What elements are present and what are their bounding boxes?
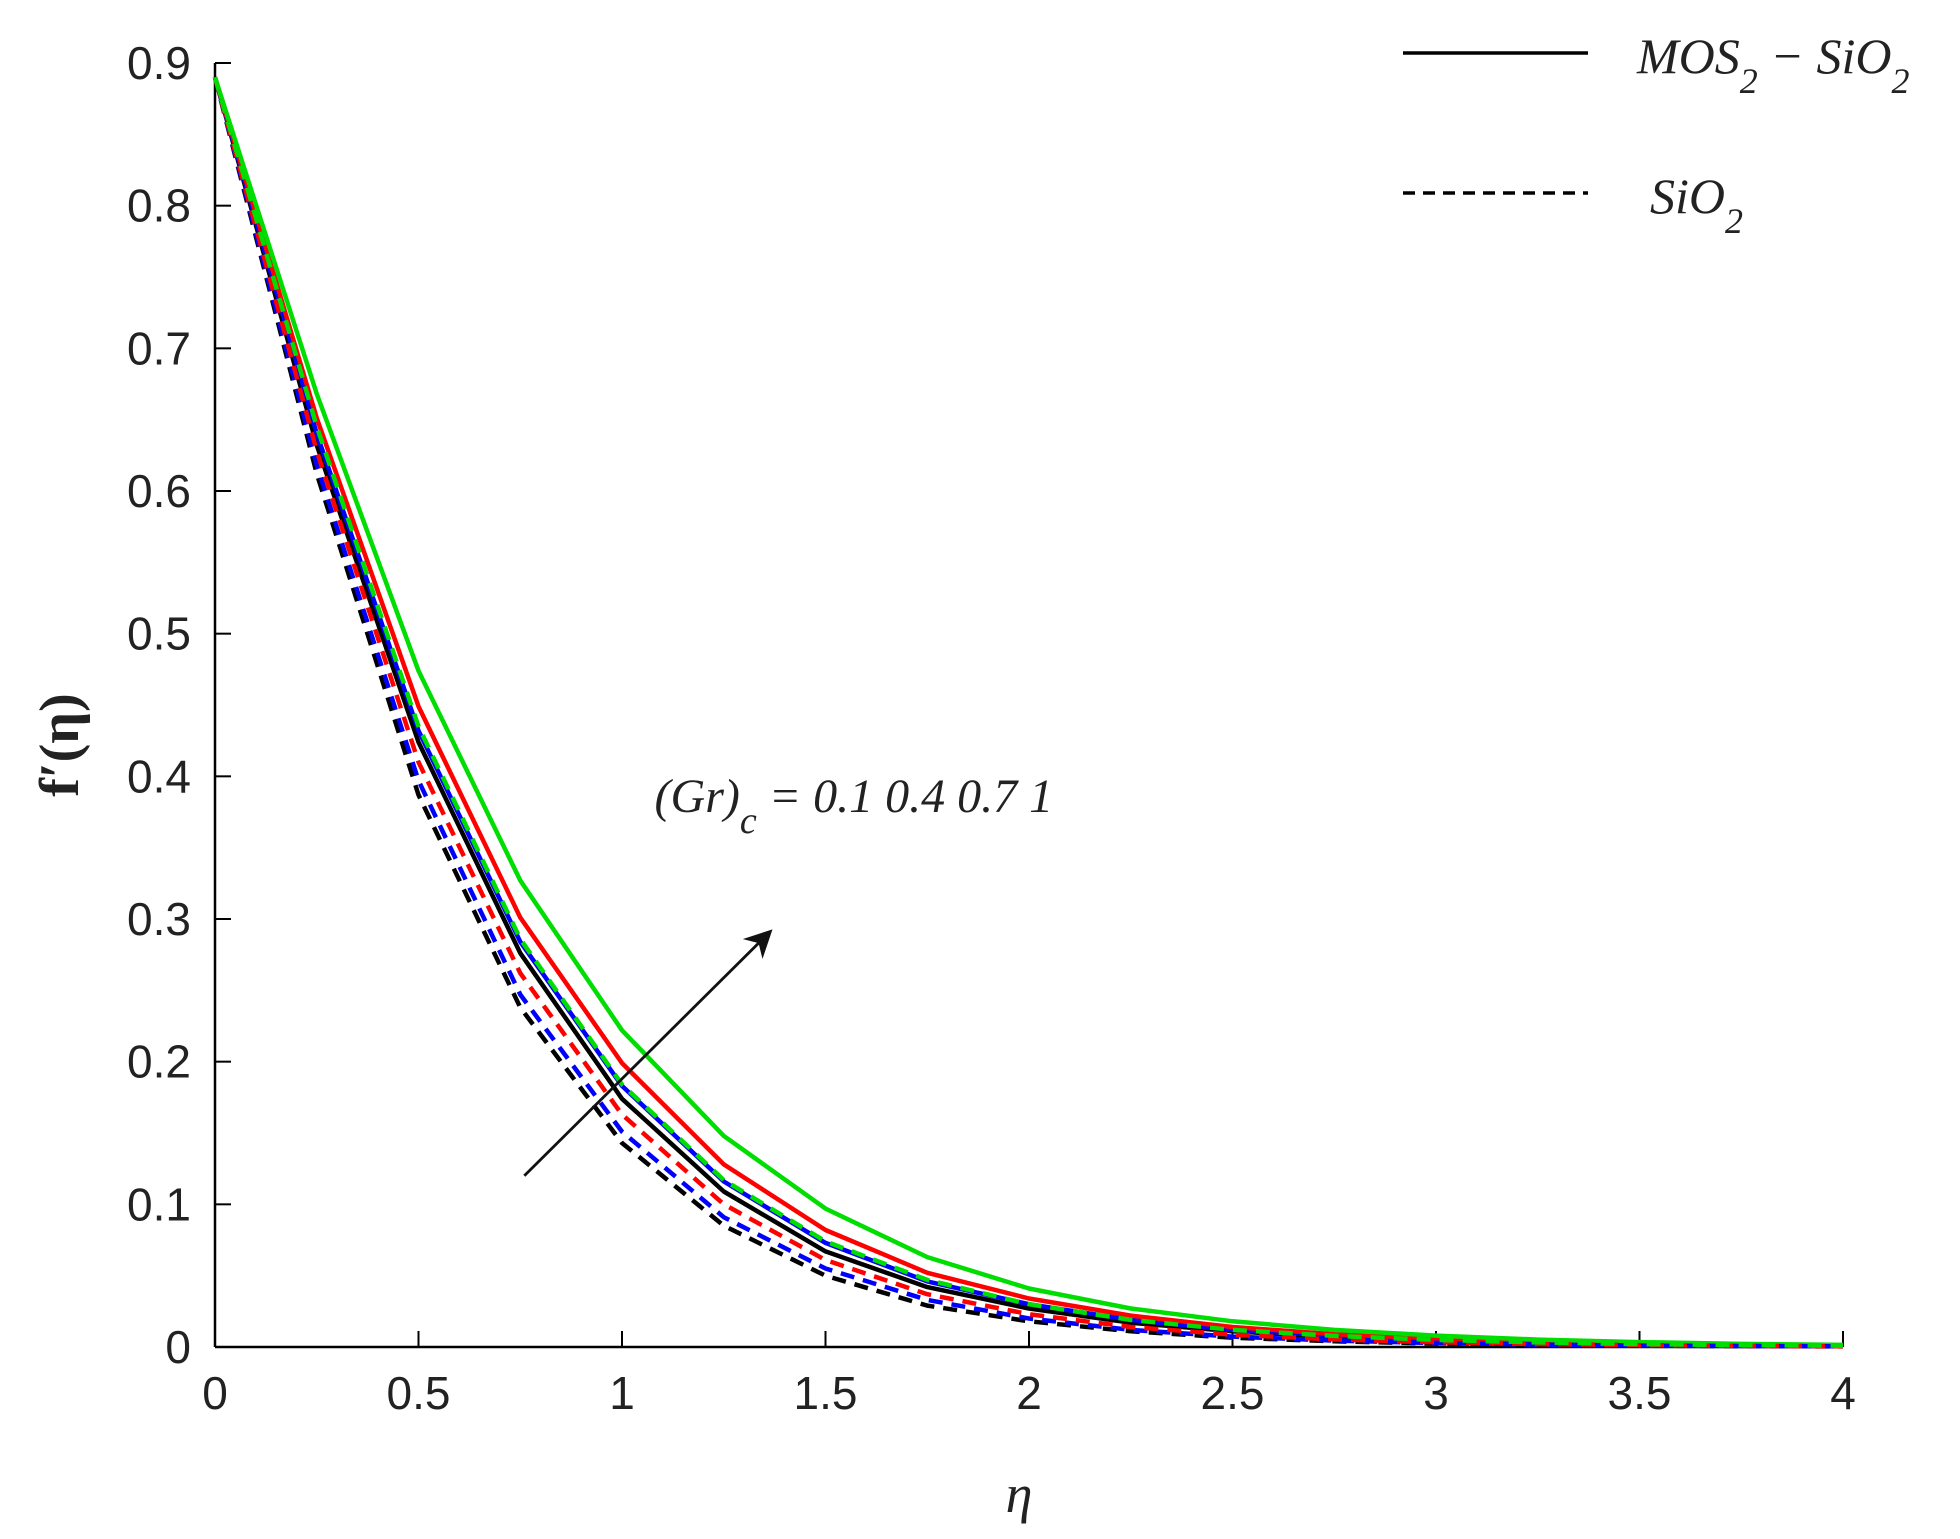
series-line-4 [212, 76, 1844, 1348]
series-line-3 [212, 76, 1844, 1348]
annotation-label: (Gr)c = 0.1 0.4 0.7 1 [655, 770, 1054, 842]
x-tick-label: 3.5 [1608, 1367, 1672, 1419]
legend-label-1: MOS2 − SiO2 [1636, 28, 1910, 101]
y-tick-label: 0.3 [127, 893, 191, 945]
x-tick-label: 0.5 [387, 1367, 451, 1419]
series-group [212, 76, 1844, 1349]
legend-label-2: SiO2 [1650, 168, 1743, 241]
annotation-arrow [523, 929, 773, 1177]
y-tick-label: 0.8 [127, 180, 191, 232]
series-line-7 [212, 76, 1844, 1349]
x-tick-label: 1.5 [794, 1367, 858, 1419]
y-tick-label: 0.4 [127, 750, 191, 802]
series-line-6 [212, 76, 1844, 1349]
series-line-2 [212, 76, 1844, 1348]
y-axis-title: f′(η) [29, 693, 91, 797]
annotation-group: (Gr)c = 0.1 0.4 0.7 1 [523, 770, 1054, 1177]
x-tick-label: 3 [1423, 1367, 1449, 1419]
y-tick-label: 0 [165, 1321, 191, 1373]
series-line-8 [212, 76, 1844, 1348]
x-tick-label: 2.5 [1201, 1367, 1265, 1419]
x-tick-label: 4 [1830, 1367, 1856, 1419]
y-tick-label: 0.1 [127, 1178, 191, 1230]
y-tick-label: 0.7 [127, 322, 191, 374]
x-axis-title: η [1006, 1464, 1033, 1524]
y-tick-label: 0.6 [127, 465, 191, 517]
x-tick-label: 1 [609, 1367, 635, 1419]
y-tick-label: 0.2 [127, 1036, 191, 1088]
series-line-1 [212, 76, 1844, 1349]
y-tick-label: 0.9 [127, 37, 191, 89]
x-tick-label: 2 [1016, 1367, 1042, 1419]
y-tick-label: 0.5 [127, 608, 191, 660]
series-line-5 [212, 76, 1844, 1349]
axes: 0 0.5 1 1.5 2 2.5 3 3.5 4 0 0.1 0.2 0.3 0.4 0.5 0.6 0.7 0… [29, 37, 1856, 1524]
legend: MOS2 − SiO2 SiO2 [1403, 28, 1910, 241]
x-tick-label: 0 [202, 1367, 228, 1419]
